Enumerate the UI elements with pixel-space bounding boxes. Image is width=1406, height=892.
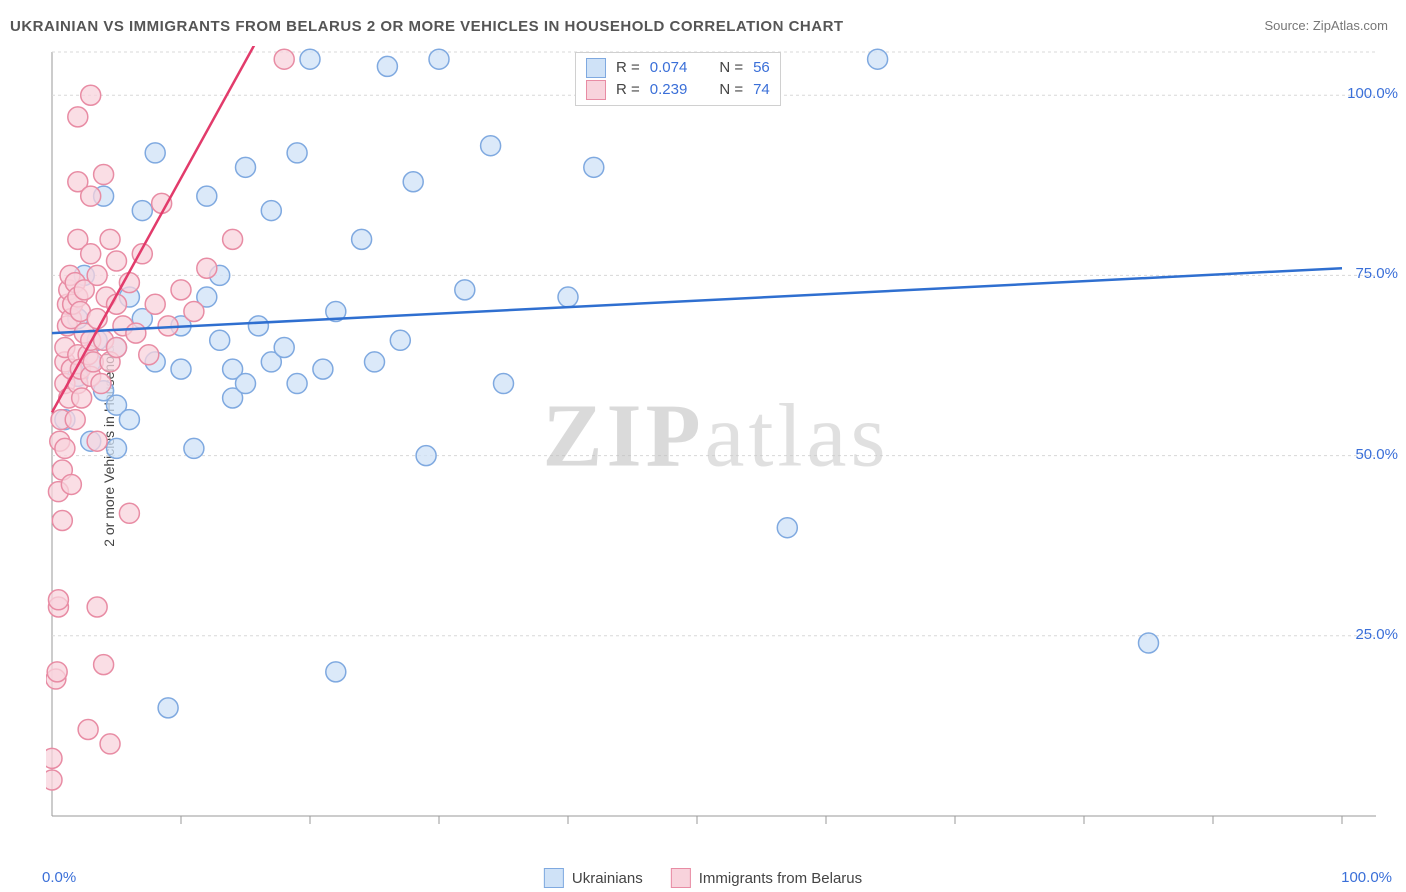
chart-title: UKRAINIAN VS IMMIGRANTS FROM BELARUS 2 O… <box>10 18 844 35</box>
y-tick-label: 50.0% <box>1355 446 1398 463</box>
source-prefix: Source: <box>1264 18 1312 33</box>
legend-R-label: R = <box>616 57 640 79</box>
legend-series-label: Ukrainians <box>572 870 643 887</box>
legend-R-value: 0.074 <box>650 57 688 79</box>
legend-N-label: N = <box>719 57 743 79</box>
legend-R-value: 0.239 <box>650 79 688 101</box>
legend-series-label: Immigrants from Belarus <box>699 870 862 887</box>
scatter-svg <box>46 46 1386 826</box>
legend-series-item: Ukrainians <box>544 868 643 888</box>
legend-swatch <box>586 58 606 78</box>
legend-series: Ukrainians Immigrants from Belarus <box>544 868 862 888</box>
legend-N-label: N = <box>719 79 743 101</box>
legend-R-label: R = <box>616 79 640 101</box>
legend-stats-row: R = 0.074 N = 56 <box>586 57 770 79</box>
legend-swatch <box>544 868 564 888</box>
legend-stats: R = 0.074 N = 56 R = 0.239 N = 74 <box>575 52 781 106</box>
legend-swatch <box>671 868 691 888</box>
legend-swatch <box>586 80 606 100</box>
y-tick-label: 75.0% <box>1355 265 1398 282</box>
correlation-chart: UKRAINIAN VS IMMIGRANTS FROM BELARUS 2 O… <box>0 0 1406 892</box>
legend-series-item: Immigrants from Belarus <box>671 868 862 888</box>
source-attribution: Source: ZipAtlas.com <box>1264 18 1388 33</box>
y-tick-label: 100.0% <box>1347 85 1398 102</box>
legend-N-value: 74 <box>753 79 770 101</box>
legend-stats-row: R = 0.239 N = 74 <box>586 79 770 101</box>
legend-N-value: 56 <box>753 57 770 79</box>
source-link[interactable]: ZipAtlas.com <box>1313 18 1388 33</box>
plot-area: ZIPatlas <box>46 46 1386 826</box>
y-tick-label: 25.0% <box>1355 626 1398 643</box>
x-tick-max: 100.0% <box>1341 869 1392 886</box>
x-tick-min: 0.0% <box>42 869 76 886</box>
